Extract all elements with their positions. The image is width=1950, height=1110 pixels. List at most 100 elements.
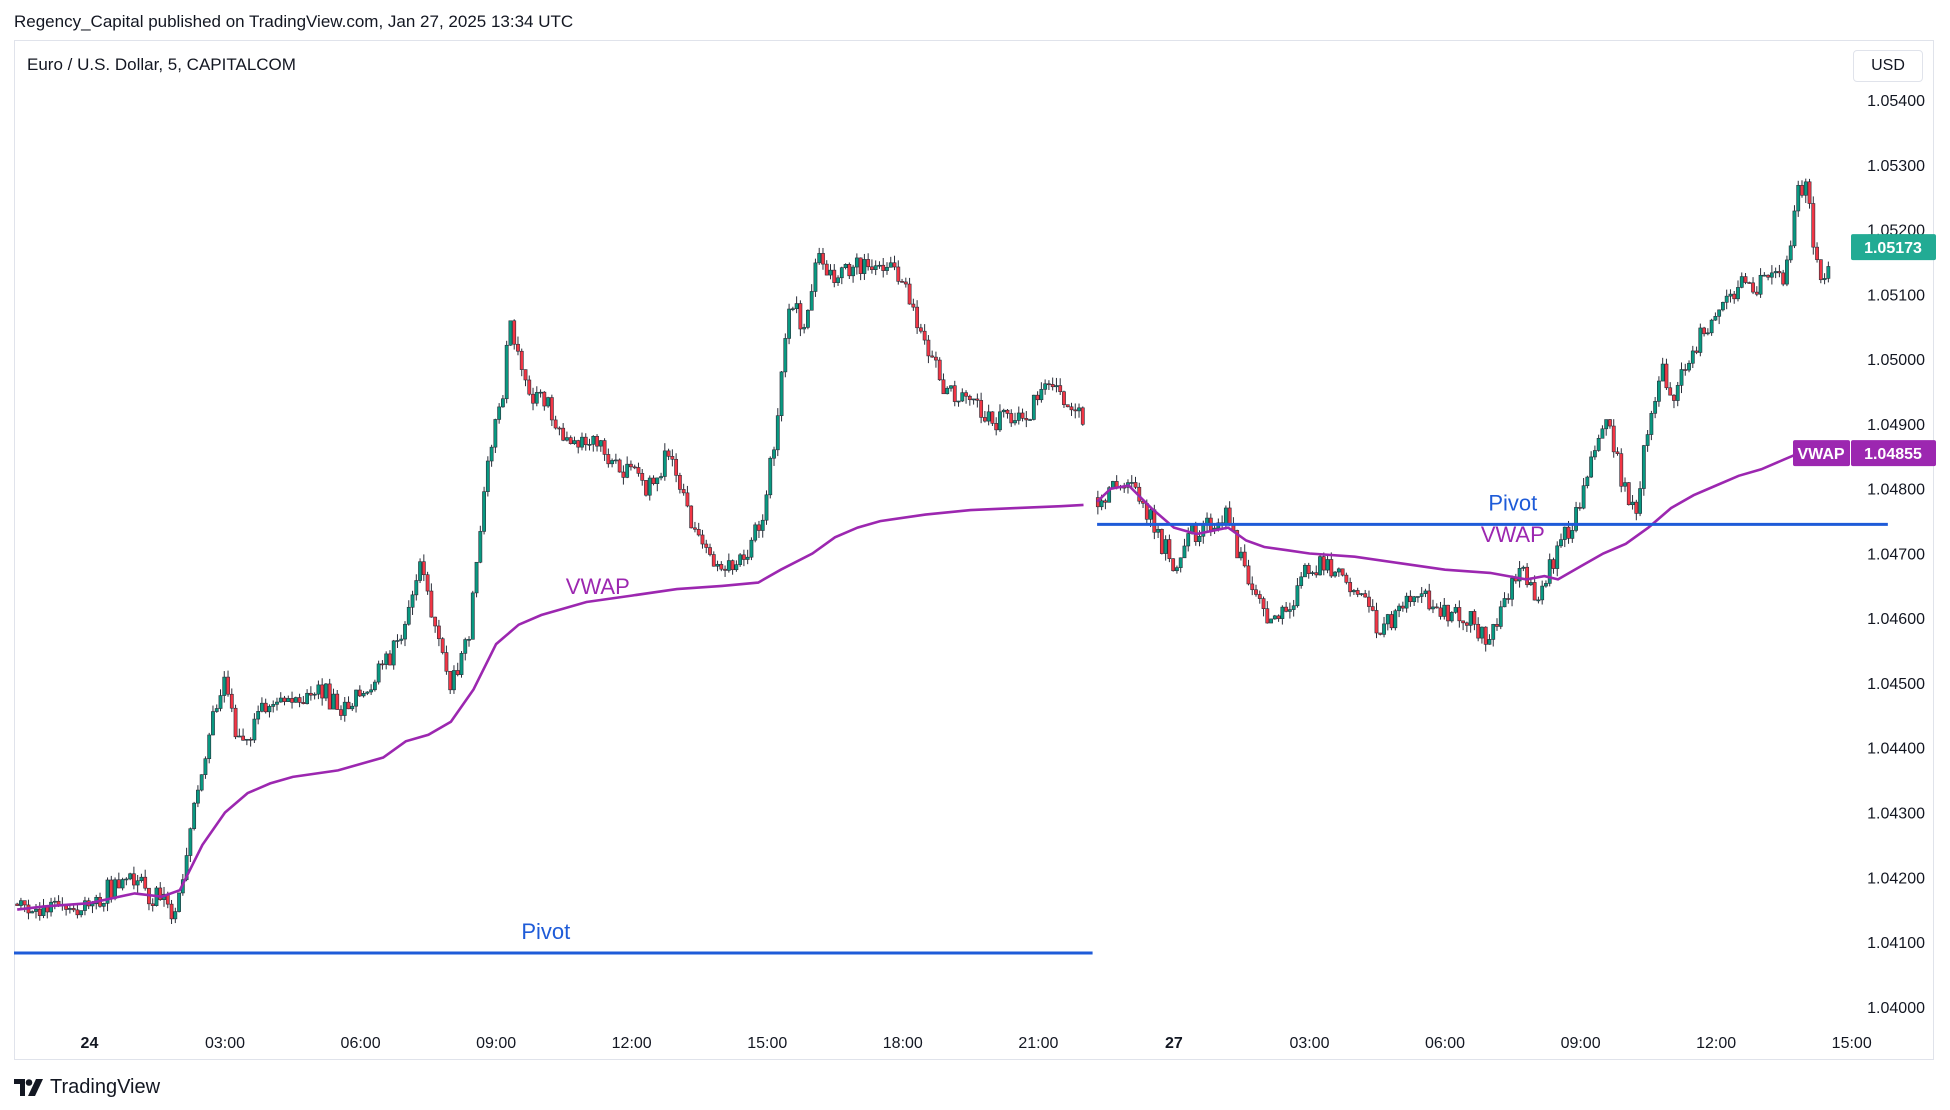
candle-body-up (459, 653, 464, 675)
candle (809, 284, 814, 311)
candle (1408, 590, 1413, 607)
y-tick-label: 1.04800 (1867, 482, 1925, 499)
candle (1769, 265, 1774, 285)
candle-body-up (1385, 614, 1390, 625)
candle-body-down (263, 702, 268, 713)
candle (1374, 602, 1379, 639)
candle (870, 259, 874, 274)
candle (647, 475, 652, 501)
candle (1540, 580, 1545, 605)
candle-body-down (1672, 394, 1676, 401)
candle (1525, 563, 1530, 588)
candle (1728, 289, 1733, 303)
candle-body-up (1031, 394, 1036, 420)
candle (1641, 444, 1646, 496)
candle (1724, 289, 1729, 310)
candle (1766, 274, 1771, 281)
candle-body-up (497, 406, 502, 420)
candle-body-down (918, 327, 923, 332)
candle-body-up (1431, 606, 1435, 610)
time-axis[interactable]: 24 03:00 06:00 09:00 12:00 15:00 18:00 21:00 27 0… (81, 1035, 1872, 1052)
candle (1822, 273, 1827, 285)
candle (1788, 240, 1793, 263)
candle-body-down (730, 560, 735, 571)
candle (1431, 599, 1435, 614)
candle-body-down (1434, 606, 1439, 609)
candle (738, 553, 743, 567)
candle-body-down (1815, 246, 1819, 260)
candle (1182, 538, 1187, 559)
candle-body-down (1073, 409, 1078, 412)
vwap-tag: VWAP 1.04855 (1793, 440, 1936, 467)
candle (689, 505, 694, 529)
candle-body-up (1517, 568, 1522, 582)
candle-body-up (749, 539, 754, 558)
candle-body-down (696, 528, 701, 536)
candle (1555, 541, 1560, 577)
candle-body-down (1114, 481, 1119, 488)
candle (1344, 572, 1349, 585)
candle (1016, 406, 1021, 425)
candle (546, 396, 550, 408)
candle-body-up (384, 653, 389, 665)
candle (286, 695, 291, 702)
candle-body-up (361, 693, 366, 697)
candle-body-up (1769, 272, 1774, 278)
candle (1815, 242, 1819, 263)
candle (1690, 345, 1695, 368)
candle (726, 553, 731, 573)
candle (790, 306, 795, 312)
candle (1156, 523, 1161, 539)
candle (1095, 490, 1100, 515)
candle (1280, 605, 1285, 625)
candle (497, 403, 502, 424)
candle-body-up (1156, 529, 1161, 533)
candle-body-up (790, 308, 795, 310)
y-tick-label: 1.05100 (1867, 287, 1925, 304)
candle (1355, 587, 1360, 598)
candle (308, 686, 313, 701)
candle (598, 439, 603, 452)
x-tick-label: 21:00 (1018, 1035, 1058, 1052)
candle-body-up (1822, 278, 1827, 281)
candle (674, 453, 679, 483)
y-tick-label: 1.05000 (1867, 352, 1925, 369)
tradingview-logo[interactable]: TradingView (14, 1076, 160, 1099)
candle-body-down (629, 463, 633, 468)
candle-body-up (998, 411, 1002, 431)
candle-body-down (1374, 610, 1379, 634)
candle-body-up (252, 718, 257, 741)
candle-body-up (1528, 582, 1533, 586)
candle-body-down (621, 471, 626, 478)
candle-body-up (19, 900, 23, 906)
candle-body-up (534, 392, 539, 404)
candle (1291, 599, 1296, 617)
currency-button[interactable]: USD (1853, 50, 1923, 82)
candle (463, 637, 468, 661)
candle (83, 896, 87, 916)
price-axis[interactable]: 1.054001.053001.052001.051001.050001.049… (1867, 93, 1925, 1017)
candle-body-up (316, 684, 321, 695)
candle-body-up (836, 277, 840, 283)
candle (1370, 599, 1375, 612)
candle (700, 529, 705, 549)
candle-body-down (858, 257, 863, 274)
candle (949, 385, 953, 392)
candle-body-down (1615, 451, 1620, 454)
candle (41, 898, 46, 919)
candle-body-up (101, 903, 106, 907)
candle-body-up (1129, 482, 1134, 484)
y-tick-label: 1.04600 (1867, 611, 1925, 628)
candle (1269, 618, 1273, 624)
candle (971, 398, 976, 405)
candle (1491, 623, 1496, 647)
candle-body-up (1336, 568, 1341, 573)
candle (1559, 533, 1563, 548)
last-price-tag-bg (1851, 234, 1936, 261)
candle-body-down (308, 692, 313, 696)
candle (1818, 259, 1823, 284)
candle (772, 446, 776, 466)
candle-body-down (1611, 425, 1616, 453)
candle-body-down (1257, 594, 1262, 599)
